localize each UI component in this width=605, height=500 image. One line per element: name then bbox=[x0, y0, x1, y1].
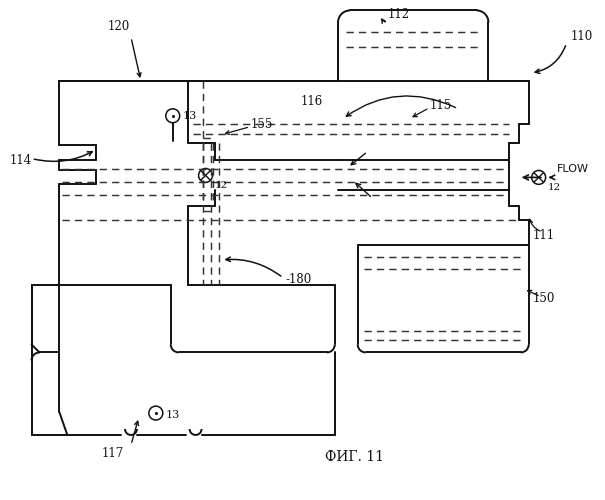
Text: 112: 112 bbox=[388, 8, 410, 22]
Text: 120: 120 bbox=[108, 20, 130, 33]
Text: 115: 115 bbox=[430, 100, 451, 112]
Text: 150: 150 bbox=[533, 292, 555, 305]
Text: 110: 110 bbox=[571, 30, 593, 43]
Text: 12: 12 bbox=[548, 184, 561, 192]
Text: 111: 111 bbox=[533, 228, 555, 241]
Text: -180: -180 bbox=[285, 274, 312, 286]
Text: 13: 13 bbox=[183, 111, 197, 120]
Text: 13: 13 bbox=[166, 410, 180, 420]
Text: FLOW: FLOW bbox=[557, 164, 589, 174]
Text: 12: 12 bbox=[215, 182, 227, 190]
Text: 116: 116 bbox=[301, 96, 323, 108]
Text: 117: 117 bbox=[102, 447, 124, 460]
Text: 114: 114 bbox=[10, 154, 32, 167]
Text: ФИГ. 11: ФИГ. 11 bbox=[325, 450, 384, 464]
Text: 155: 155 bbox=[250, 118, 273, 131]
